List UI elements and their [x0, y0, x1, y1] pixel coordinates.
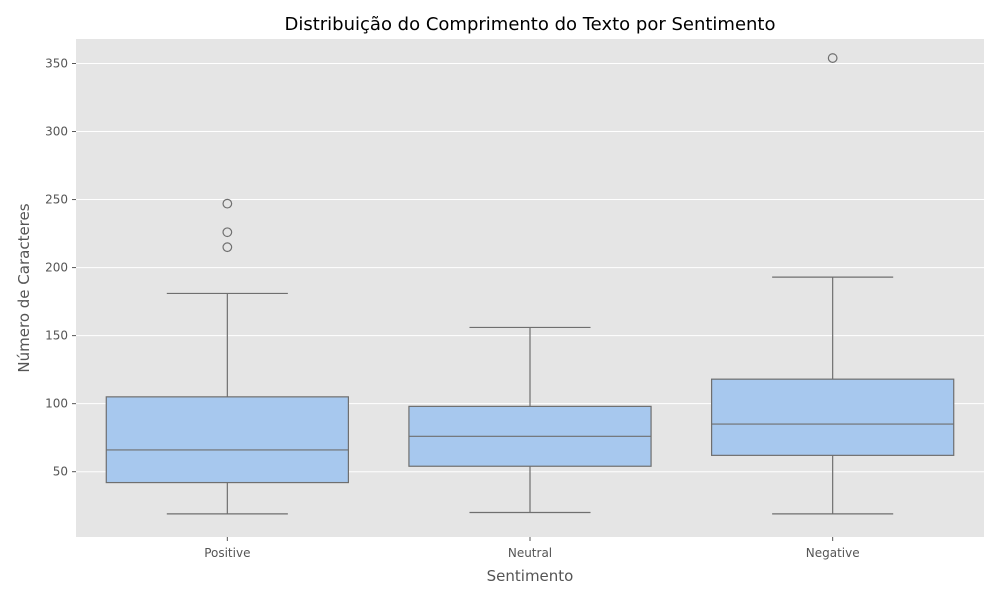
y-axis-ticks: 50 100 150 200 250 300 350	[45, 56, 76, 479]
outlier-point	[827, 53, 838, 63]
y-tick-label: 350	[45, 56, 68, 70]
y-tick-label: 100	[45, 397, 68, 411]
outlier-point	[222, 198, 233, 209]
x-tick-label: Positive	[204, 546, 250, 560]
boxes	[105, 53, 955, 515]
x-axis-label: Sentimento	[487, 567, 574, 585]
x-axis-ticks: Positive Neutral Negative	[204, 537, 860, 560]
y-tick-label: 200	[45, 261, 68, 275]
outlier-point	[222, 227, 233, 238]
y-tick-label: 150	[45, 329, 68, 343]
box-negative	[710, 378, 955, 456]
x-tick-label: Negative	[806, 546, 860, 560]
box-positive	[105, 396, 350, 484]
y-tick-label: 50	[53, 465, 68, 479]
y-tick-label: 250	[45, 193, 68, 207]
y-axis-label: Número de Caracteres	[15, 203, 33, 372]
y-tick-label: 300	[45, 125, 68, 139]
chart-title: Distribuição do Comprimento do Texto por…	[284, 14, 775, 35]
outlier-point	[222, 242, 233, 253]
x-tick-label: Neutral	[508, 546, 552, 560]
